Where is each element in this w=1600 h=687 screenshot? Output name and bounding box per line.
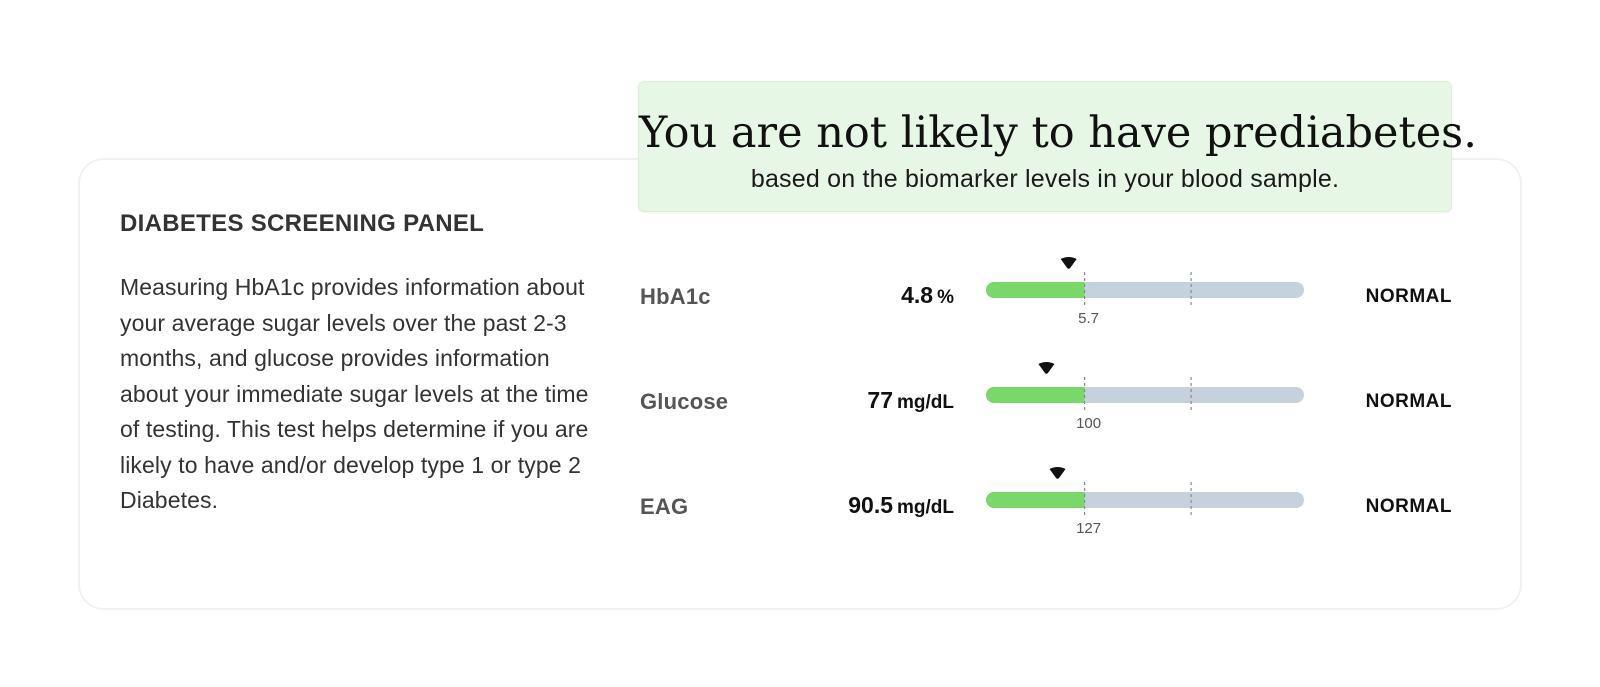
biomarker-row-eag: EAG 90.5 mg/dL 127 NORMAL bbox=[640, 467, 1452, 546]
biomarker-unit: % bbox=[937, 287, 954, 308]
biomarker-name: Glucose bbox=[640, 389, 729, 414]
screening-panel-card bbox=[78, 158, 1522, 610]
biomarker-name: EAG bbox=[640, 494, 689, 519]
value-marker-icon bbox=[1060, 257, 1077, 269]
value-marker-icon bbox=[1038, 362, 1055, 374]
normal-range-fill bbox=[986, 282, 1085, 298]
threshold-label: 100 bbox=[1076, 415, 1101, 432]
value-marker-icon bbox=[1049, 467, 1066, 479]
biomarker-value-group: 77 mg/dL bbox=[867, 387, 954, 414]
biomarker-name: HbA1c bbox=[640, 284, 711, 309]
biomarker-value-group: 4.8% bbox=[901, 282, 954, 309]
biomarker-unit: mg/dL bbox=[897, 497, 954, 518]
biomarker-row-hba1c: HbA1c 4.8% 5.7 NORMAL bbox=[640, 257, 1452, 336]
biomarker-value: 4.8 bbox=[901, 282, 934, 308]
biomarker-value: 77 bbox=[867, 387, 893, 413]
result-banner: You are not likely to have prediabetes. … bbox=[638, 81, 1477, 212]
biomarker-status: NORMAL bbox=[1365, 391, 1452, 412]
banner-title: You are not likely to have prediabetes. bbox=[639, 108, 1477, 158]
panel-description: Measuring HbA1c provides information abo… bbox=[120, 274, 589, 513]
biomarker-status: NORMAL bbox=[1365, 496, 1452, 517]
normal-range-fill bbox=[986, 387, 1085, 403]
range-bar: 100 bbox=[986, 362, 1304, 432]
biomarker-status: NORMAL bbox=[1365, 286, 1452, 307]
normal-range-fill bbox=[986, 492, 1085, 508]
biomarker-row-glucose: Glucose 77 mg/dL 100 NORMAL bbox=[640, 362, 1452, 441]
threshold-label: 127 bbox=[1076, 520, 1101, 537]
range-bar: 127 bbox=[986, 467, 1304, 537]
biomarker-unit: mg/dL bbox=[897, 392, 954, 413]
threshold-label: 5.7 bbox=[1078, 310, 1099, 327]
biomarker-value: 90.5 bbox=[848, 492, 893, 518]
range-bar: 5.7 bbox=[986, 257, 1304, 327]
banner-subtitle: based on the biomarker levels in your bl… bbox=[750, 165, 1340, 193]
panel-title: DIABETES SCREENING PANEL bbox=[120, 210, 485, 237]
biomarker-value-group: 90.5 mg/dL bbox=[848, 492, 954, 519]
